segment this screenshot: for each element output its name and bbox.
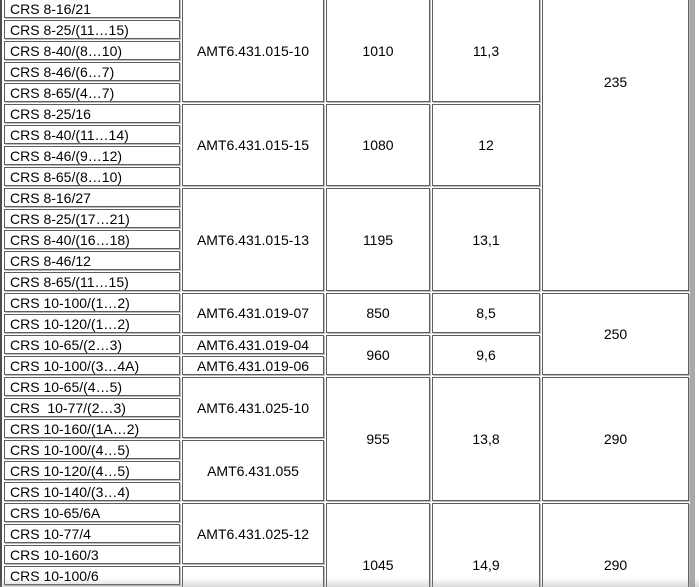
table-row: CRS 8-46/(6…7) [4, 62, 689, 81]
table-row: CRS 10-100/(4…5) AMT6.431.055 [4, 440, 689, 501]
model-cell: CRS 8-25/(17…21) [4, 209, 180, 228]
table-row: CRS 8-25/(11…15) [4, 20, 689, 39]
table-row: CRS 10-140/(3…4) [4, 482, 689, 501]
part-number-cell [182, 566, 324, 587]
model-cell: CRS 8-46/(9…12) [4, 146, 180, 165]
col4-value-cell: 8,5 [432, 293, 540, 333]
col3-value-cell: 850 [326, 293, 430, 333]
model-cell: CRS 10-160/3 [4, 545, 180, 564]
model-cell: CRS 8-40/(8…10) [4, 41, 180, 60]
table-row: CRS 10-65/(4…5) AMT6.431.025-10 955 13,8… [4, 377, 689, 501]
col4-value-cell: 9,6 [432, 335, 540, 375]
model-cell: CRS 10-100/(1…2) [4, 293, 180, 312]
model-cell: CRS 10-77/(2…3) [4, 398, 180, 417]
model-cell: CRS 8-16/21 [4, 0, 180, 18]
col4-value-cell: 13,1 [432, 188, 540, 291]
table-row: CRS 8-65/(4…7) [4, 83, 689, 102]
model-cell: CRS 8-46/12 [4, 251, 180, 270]
table-row: CRS 10-100/(3…4A) AMT6.431.019-06 [4, 356, 689, 375]
col3-value-cell: 1080 [326, 104, 430, 186]
part-number-cell: AMT6.431.015-15 [182, 104, 324, 186]
part-number-cell: AMT6.431.019-04 [182, 335, 324, 354]
model-cell: CRS 8-16/27 [4, 188, 180, 207]
col4-value-cell: 11,3 [432, 0, 540, 102]
table-row: CRS 10-65/6A AMT6.431.025-12 1045 14,9 2… [4, 503, 689, 587]
table-row: CRS 8-46/(9…12) [4, 146, 689, 165]
table-row: CRS 10-160/3 [4, 545, 689, 564]
table-row: CRS 10-120/(4…5) [4, 461, 689, 480]
col3-value-cell: 1045 [326, 503, 430, 587]
col4-value-cell: 14,9 [432, 503, 540, 587]
part-number-cell: AMT6.431.015-13 [182, 188, 324, 291]
col4-value-cell: 13,8 [432, 377, 540, 501]
table-row: CRS 8-40/(8…10) [4, 41, 689, 60]
model-cell: CRS 10-65/(2…3) [4, 335, 180, 354]
model-cell: CRS 10-65/6A [4, 503, 180, 522]
model-cell: CRS 10-65/(4…5) [4, 377, 180, 396]
model-cell: CRS 10-100/(4…5) [4, 440, 180, 459]
table-row: CRS 8-65/(11…15) [4, 272, 689, 291]
table-row: CRS 10-65/(2…3) AMT6.431.019-04 960 9,6 [4, 335, 689, 375]
col5-value-cell: 290 [542, 503, 689, 587]
table-row: CRS 10-160/(1A…2) [4, 419, 689, 438]
part-number-cell: AMT6.431.019-06 [182, 356, 324, 375]
model-cell: CRS 10-140/(3…4) [4, 482, 180, 501]
model-cell: CRS 10-77/4 [4, 524, 180, 543]
table-row: CRS 8-16/21 AMT6.431.015-10 1010 11,3 [4, 0, 689, 102]
model-cell: CRS 10-100/(3…4A) [4, 356, 180, 375]
col5-value-cell: 235 [542, 0, 689, 291]
part-number-cell: AMT6.431.055 [182, 440, 324, 501]
table-row: CRS 8-25/(17…21) [4, 209, 689, 228]
table-row: CRS 8-40/(11…14) [4, 125, 689, 144]
table-outer-border-left [0, 0, 2, 587]
model-cell: CRS 10-120/(1…2) [4, 314, 180, 333]
col5-value-cell: 290 [542, 377, 689, 501]
model-cell: CRS 8-25/16 [4, 104, 180, 123]
table-row: CRS 10-77/(2…3) [4, 398, 689, 417]
model-cell: CRS 10-120/(4…5) [4, 461, 180, 480]
part-number-cell: AMT6.431.025-10 [182, 377, 324, 438]
model-cell: CRS 8-40/(11…14) [4, 125, 180, 144]
model-cell: CRS 8-65/(8…10) [4, 167, 180, 186]
table-row: CRS 8-25/16 AMT6.431.015-15 1080 12 [4, 104, 689, 186]
col5-value-cell: 250 [542, 293, 689, 375]
col4-value-cell: 12 [432, 104, 540, 186]
part-number-cell: AMT6.431.019-07 [182, 293, 324, 333]
table-row: CRS 8-40/(16…18) [4, 230, 689, 249]
part-number-cell: AMT6.431.025-12 [182, 503, 324, 564]
table-row: CRS 10-120/(1…2) [4, 314, 689, 333]
model-cell: CRS 8-65/(11…15) [4, 272, 180, 291]
col3-value-cell: 960 [326, 335, 430, 375]
table-row: CRS 8-16/27 AMT6.431.015-13 1195 13,1 [4, 188, 689, 291]
table-row: CRS 10-100/6 [4, 566, 689, 587]
model-cell: CRS 8-25/(11…15) [4, 20, 180, 39]
table-row: CRS 10-100/(1…2) AMT6.431.019-07 850 8,5… [4, 293, 689, 375]
model-cell: CRS 8-65/(4…7) [4, 83, 180, 102]
table-row: CRS 10-77/4 [4, 524, 689, 543]
col3-value-cell: 1010 [326, 0, 430, 102]
part-number-cell: AMT6.431.015-10 [182, 0, 324, 102]
parts-table-body: 235 CRS 8-16/21 AMT6.431.015-10 1010 11,… [4, 0, 689, 587]
table-outer-border-right [690, 0, 695, 587]
model-cell: CRS 10-100/6 [4, 566, 180, 585]
model-cell: CRS 8-46/(6…7) [4, 62, 180, 81]
model-cell: CRS 10-160/(1A…2) [4, 419, 180, 438]
model-cell: CRS 8-40/(16…18) [4, 230, 180, 249]
table-row: CRS 8-46/12 [4, 251, 689, 270]
col3-value-cell: 1195 [326, 188, 430, 291]
table-row: CRS 8-65/(8…10) [4, 167, 689, 186]
col3-value-cell: 955 [326, 377, 430, 501]
